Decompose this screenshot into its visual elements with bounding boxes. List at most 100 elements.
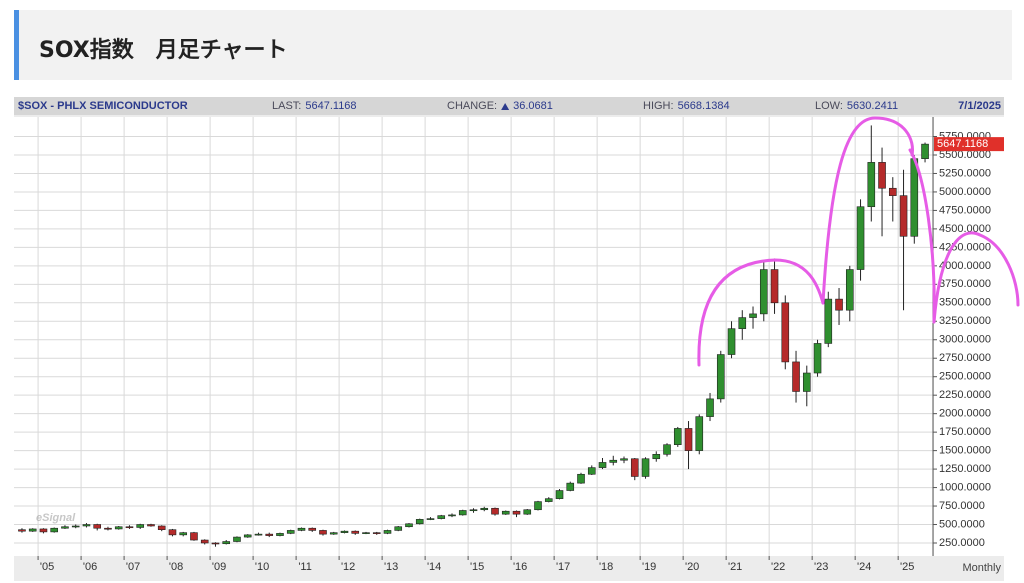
candle-body: [383, 530, 392, 534]
y-tick-label: 2500.0000: [939, 371, 991, 383]
candle-body: [469, 509, 478, 512]
candle-body: [781, 302, 790, 363]
candle-body: [630, 458, 639, 477]
candle-body: [426, 518, 435, 520]
candle-body: [50, 527, 59, 533]
candle-body: [577, 473, 585, 484]
date: 7/1/2025: [958, 100, 1001, 112]
candle-body: [706, 398, 714, 417]
candle-body: [157, 525, 166, 530]
x-tick-label: '22: [771, 561, 785, 573]
chart-header: [14, 97, 1004, 115]
candle-body: [329, 532, 338, 535]
x-tick-label: '20: [685, 561, 699, 573]
y-tick-label: 5250.0000: [939, 167, 991, 179]
candle-body: [770, 269, 779, 304]
candle-body: [480, 507, 489, 511]
candle-body: [566, 482, 575, 491]
stat-value: 5630.2411: [847, 100, 898, 112]
candle-body: [684, 428, 693, 451]
x-tick-label: '21: [728, 561, 742, 573]
candle-body: [749, 313, 757, 318]
candle-body: [200, 539, 209, 544]
candle-body: [501, 510, 510, 515]
y-tick-label: 500.0000: [939, 518, 985, 530]
candle-body: [620, 458, 628, 461]
title-bar: SOX指数 月足チャート: [14, 10, 1012, 80]
y-tick-label: 3250.0000: [939, 315, 991, 327]
x-tick-label: '18: [599, 561, 613, 573]
candle-body: [340, 530, 349, 533]
x-tick-label: '11: [298, 561, 312, 573]
candle-body: [759, 269, 768, 315]
candle-body: [523, 509, 532, 515]
candle-body: [673, 428, 682, 445]
candle-body: [233, 536, 241, 542]
x-tick-label: '24: [857, 561, 871, 573]
x-tick-label: '13: [384, 561, 398, 573]
x-tick-label: '23: [814, 561, 828, 573]
candle-body: [61, 526, 69, 529]
stat-value: 36.0681: [513, 100, 553, 112]
y-tick-label: 2750.0000: [939, 352, 991, 364]
x-tick-label: '17: [556, 561, 570, 573]
x-unit-label: Monthly: [962, 562, 1001, 574]
candle-body: [211, 542, 220, 545]
candle-body: [276, 533, 284, 536]
x-tick-label: '16: [513, 561, 527, 573]
candle-body: [835, 298, 843, 311]
candle-body: [372, 532, 381, 534]
change-arrow: [501, 103, 510, 110]
candle-body: [362, 532, 370, 534]
candle-body: [609, 459, 618, 463]
x-tick-label: '07: [126, 561, 140, 573]
candle-body: [297, 527, 306, 531]
y-tick-label: 750.0000: [939, 500, 985, 512]
annotation-curve: [821, 116, 915, 305]
candle-body: [265, 533, 274, 536]
x-tick-label: '19: [642, 561, 656, 573]
symbol: $SOX - PHLX SEMICONDUCTOR: [18, 100, 188, 112]
stat-label: HIGH:: [643, 100, 674, 112]
candle-body: [308, 527, 317, 531]
annotation-curve: [932, 231, 1020, 324]
candle-body: [448, 514, 456, 517]
y-tick-label: 3000.0000: [939, 334, 991, 346]
candle-body: [147, 524, 155, 527]
candle-body: [910, 158, 919, 237]
candle-body: [544, 498, 553, 502]
stat-value: 5668.1384: [678, 100, 730, 112]
candle-body: [190, 532, 198, 541]
candle-body: [437, 515, 446, 519]
candle-body: [652, 454, 661, 460]
x-tick-label: '05: [40, 561, 54, 573]
y-tick-label: 2000.0000: [939, 408, 991, 420]
y-tick-label: 2250.0000: [939, 389, 991, 401]
candle-body: [856, 206, 865, 270]
candle-body: [243, 534, 252, 538]
y-tick-label: 4250.0000: [939, 241, 991, 253]
y-tick-label: 1000.0000: [939, 481, 991, 493]
candle-body: [792, 361, 800, 392]
candle-body: [695, 416, 704, 451]
candle-body: [867, 162, 876, 208]
y-tick-label: 3500.0000: [939, 297, 991, 309]
x-tick-label: '14: [427, 561, 441, 573]
candle-body: [458, 510, 467, 516]
y-tick-label: 250.0000: [939, 537, 985, 549]
annotation-curve: [697, 258, 825, 367]
candle-body: [598, 462, 607, 468]
candle-body: [845, 269, 854, 311]
y-tick-label: 4750.0000: [939, 204, 991, 216]
candle-body: [319, 530, 327, 535]
candle-body: [136, 524, 145, 528]
stat-label: LAST:: [272, 100, 301, 112]
y-tick-label: 1500.0000: [939, 445, 991, 457]
candle-body: [254, 533, 263, 536]
candle-body: [491, 507, 499, 515]
annotation-curve: [908, 148, 936, 324]
last-price-tag: [934, 137, 1004, 152]
y-tick-label: 1250.0000: [939, 463, 991, 475]
